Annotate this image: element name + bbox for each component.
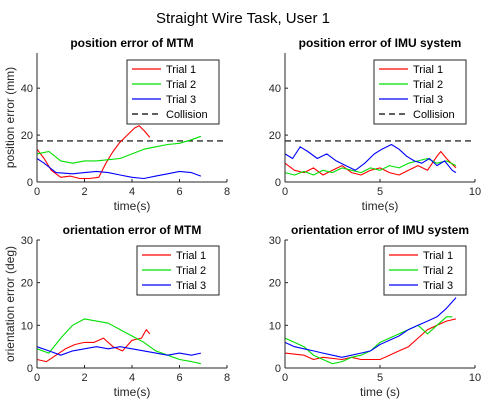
legend-entry-label: Trial 1 (166, 64, 196, 76)
x-axis-label: time(s) (362, 199, 399, 213)
y-tick-label: 30 (269, 235, 281, 247)
legend-box (126, 59, 220, 125)
chart-panel-1: 0 2 4 6 8 0 20 40 position error of MTM time(s) po… (3, 36, 230, 213)
legend-entry-label: Trial 2 (413, 79, 443, 91)
series-line-trial-2 (36, 318, 202, 365)
series-line-trial-3 (36, 158, 202, 180)
legend-entry-label: Trial 1 (176, 250, 206, 262)
x-tick-label: 2 (81, 186, 87, 198)
x-tick-label: 0 (34, 372, 40, 384)
x-tick-label: 10 (469, 372, 481, 384)
series-line-trial-1 (36, 125, 151, 180)
x-tick-label: 5 (377, 186, 383, 198)
chart-title: position error of IMU system (299, 36, 462, 50)
y-tick-label: 20 (21, 278, 33, 290)
x-tick-label: 6 (176, 186, 182, 198)
y-axis-label: orientation error (deg) (3, 246, 17, 362)
y-axis-label: position error (mm) (3, 67, 17, 168)
y-tick-label: 40 (269, 83, 281, 95)
x-tick-label: 8 (224, 372, 230, 384)
legend-entry-label: Trial 2 (423, 265, 453, 277)
x-tick-label: 10 (469, 186, 481, 198)
x-tick-label: 5 (377, 372, 383, 384)
legend-entry-label: Trial 2 (166, 79, 196, 91)
figure-title: Straight Wire Task, User 1 (156, 10, 330, 27)
y-tick-label: 30 (21, 235, 33, 247)
x-axis-label: time (s) (360, 385, 400, 399)
y-tick-label: 20 (21, 130, 33, 142)
x-tick-label: 4 (129, 372, 135, 384)
y-tick-label: 0 (27, 363, 33, 375)
legend-entry-label: Collision (413, 109, 455, 121)
y-tick-label: 20 (269, 130, 281, 142)
x-axis-label: time(s) (114, 199, 151, 213)
series-line-trial-3 (284, 143, 457, 174)
x-tick-label: 6 (176, 372, 182, 384)
y-tick-label: 0 (27, 177, 33, 189)
legend: Trial 1 Trial 2 Trial 3 (383, 245, 467, 296)
legend-entry-label: Collision (166, 109, 208, 121)
series-line-trial-3 (36, 346, 202, 356)
series-line-trial-3 (284, 297, 457, 358)
y-tick-label: 40 (21, 83, 33, 95)
legend-entry-label: Trial 3 (423, 280, 453, 292)
legend-entry-label: Trial 2 (176, 265, 206, 277)
y-tick-label: 0 (275, 177, 281, 189)
chart-panel-3: 0 2 4 6 8 0 10 20 30 orientation error of MTM time… (3, 223, 230, 399)
series-line-trial-1 (284, 318, 457, 361)
y-tick-label: 0 (275, 363, 281, 375)
series-line-trial-2 (36, 135, 202, 164)
y-tick-label: 10 (21, 320, 33, 332)
legend-entry-label: Trial 1 (423, 250, 453, 262)
x-tick-label: 4 (129, 186, 135, 198)
legend: Trial 1 Trial 2 Trial 3 (136, 245, 220, 296)
legend-box (373, 59, 467, 125)
x-axis-label: time(s) (114, 385, 151, 399)
chart-title: position error of MTM (70, 36, 193, 50)
legend: Trial 1 Trial 2 Trial 3 Collision (373, 59, 467, 125)
y-tick-label: 10 (269, 320, 281, 332)
legend: Trial 1 Trial 2 Trial 3 Collision (126, 59, 220, 125)
legend-entry-label: Trial 3 (166, 94, 196, 106)
x-tick-label: 0 (282, 372, 288, 384)
chart-title: orientation error of IMU system (291, 223, 469, 237)
x-tick-label: 8 (224, 186, 230, 198)
x-tick-label: 2 (81, 372, 87, 384)
chart-title: orientation error of MTM (63, 223, 202, 237)
y-tick-label: 20 (269, 278, 281, 290)
series-line-trial-2 (284, 157, 457, 176)
x-tick-label: 0 (282, 186, 288, 198)
x-tick-label: 0 (34, 186, 40, 198)
legend-entry-label: Trial 3 (176, 280, 206, 292)
legend-entry-label: Trial 1 (413, 64, 443, 76)
chart-panel-2: 0 5 10 0 20 40 position error of IMU system tim… (269, 36, 481, 213)
legend-entry-label: Trial 3 (413, 94, 443, 106)
chart-panel-4: 0 5 10 0 10 20 30 orientation error of IMU syst… (269, 223, 481, 399)
